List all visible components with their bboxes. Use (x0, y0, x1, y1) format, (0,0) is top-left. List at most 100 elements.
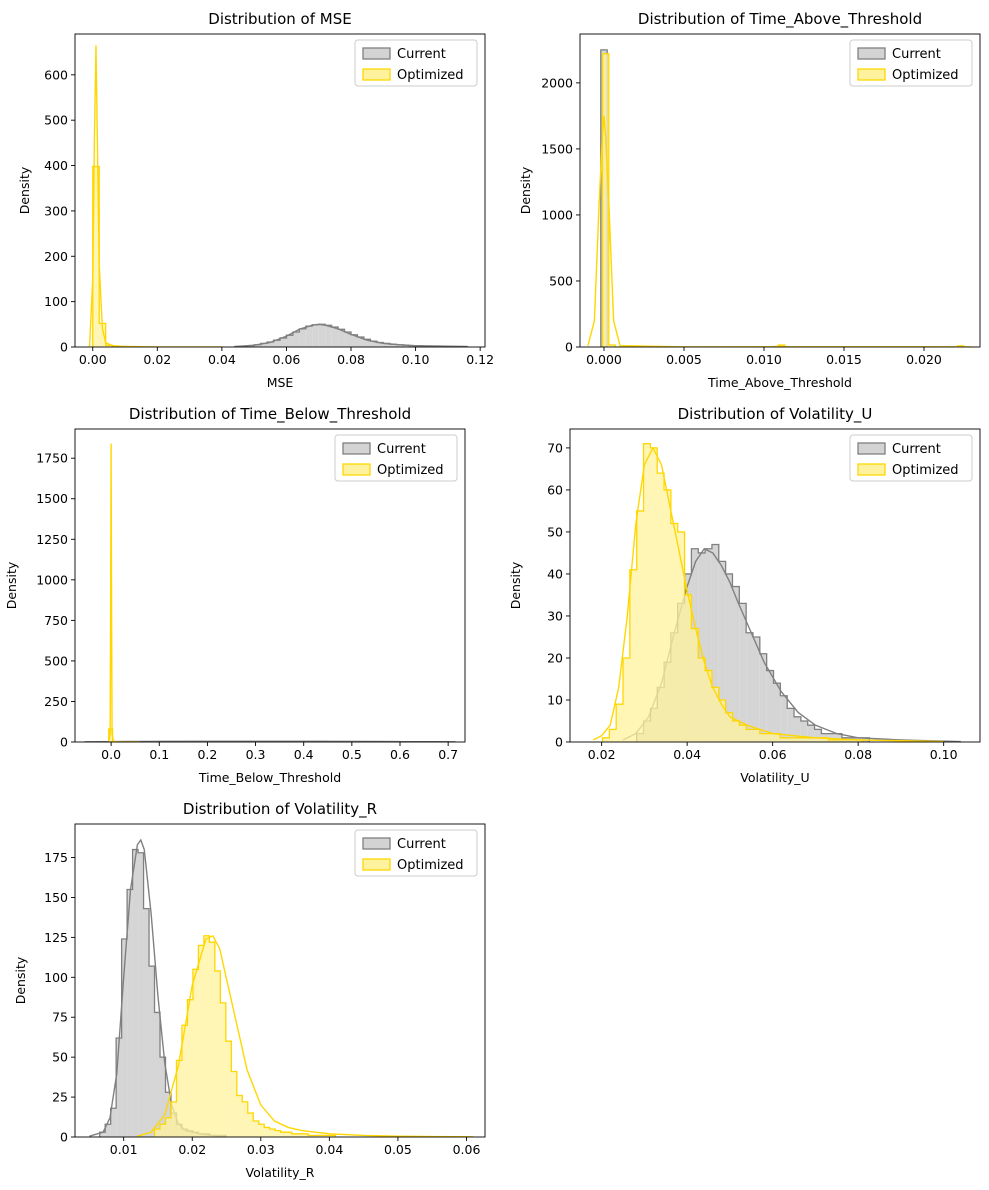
hist-bar (609, 729, 617, 742)
hist-bar (773, 683, 781, 742)
y-tick-label: 0 (565, 340, 573, 355)
series-optimized (108, 443, 140, 742)
chart-title: Distribution of Volatility_R (183, 800, 377, 819)
hist-bar (220, 1002, 226, 1137)
hist-bar (292, 332, 300, 347)
hist-bar (623, 657, 630, 742)
x-axis-label: Volatility_R (246, 1165, 315, 1180)
hist-bar (828, 733, 836, 742)
y-tick-label: 500 (549, 273, 573, 288)
hist-bar (116, 1037, 122, 1137)
hist-bar (351, 334, 358, 347)
hist-bar (848, 739, 856, 742)
hist-bar (732, 586, 740, 742)
hist-bar (264, 1127, 270, 1137)
y-tick-label: 30 (547, 608, 563, 623)
x-tick-label: 0.000 (586, 352, 622, 367)
hist-outline (601, 443, 864, 742)
chart-2: 0.000 0.005 0.010 0.015 0.020 0 500 1000 1500 200… (518, 10, 981, 390)
chart-title: Distribution of Volatility_U (678, 405, 873, 424)
axes-frame (569, 428, 981, 743)
legend-label-optimized: Optimized (397, 858, 464, 873)
hist-bar (677, 531, 685, 742)
series-optimized (137, 934, 474, 1137)
hist-bar (225, 1041, 232, 1137)
hist-bar (794, 737, 801, 742)
hist-bar (664, 489, 671, 742)
legend: Current Optimized (334, 434, 458, 482)
y-axis-label: Density (508, 561, 523, 609)
hist-bar (319, 1135, 325, 1137)
y-axis-label: Density (13, 956, 28, 1004)
hist-bar (338, 329, 345, 347)
y-axis-label: Density (17, 166, 32, 214)
hist-bar (214, 970, 221, 1137)
hist-bar (280, 1132, 287, 1137)
hist-bar (841, 739, 849, 742)
hist-bar (602, 53, 609, 347)
hist-bar (718, 561, 726, 742)
kde-curve (88, 45, 222, 347)
y-tick-label: 1500 (36, 491, 68, 506)
hist-bar (132, 849, 139, 1137)
kde-curve (108, 443, 140, 742)
y-tick-label: 200 (44, 249, 68, 264)
legend-label-current: Current (397, 47, 446, 62)
hist-bar (766, 733, 774, 742)
hist-bar (187, 999, 193, 1137)
hist-bar (739, 725, 747, 742)
hist-bar (308, 1135, 314, 1137)
hist-bar (344, 332, 352, 347)
hist-bar (108, 729, 113, 742)
plot-area (89, 838, 474, 1137)
hist-bar (231, 1071, 237, 1137)
y-tick-label: 1000 (541, 207, 573, 222)
y-tick-label: 0 (60, 340, 68, 355)
hist-bar (247, 345, 255, 347)
x-tick-label: 0.6 (390, 747, 410, 762)
legend-label-optimized: Optimized (892, 68, 959, 83)
x-axis-label: Volatility_U (740, 770, 809, 785)
y-tick-label: 40 (547, 566, 563, 581)
x-tick-label: 0.7 (438, 747, 458, 762)
x-tick-label: 0.0 (101, 747, 121, 762)
series-optimized (592, 443, 944, 742)
hist-bar (105, 1124, 111, 1137)
hist-bar (800, 720, 808, 742)
hist-bar (759, 733, 767, 742)
hist-bar (616, 704, 624, 742)
y-tick-label: 100 (44, 970, 68, 985)
hist-bar (149, 966, 155, 1137)
x-axis-label: Time_Above_Threshold (707, 375, 852, 390)
y-tick-label: 150 (44, 890, 68, 905)
legend-label-optimized: Optimized (397, 68, 464, 83)
hist-bar (254, 344, 261, 347)
hist-bar (291, 1133, 298, 1137)
hist-bar (138, 852, 144, 1137)
x-tick-label: 0.06 (453, 1142, 481, 1157)
hist-bar (121, 938, 128, 1137)
hist-outline (601, 53, 965, 347)
y-tick-label: 10 (547, 692, 563, 707)
hist-bar (752, 729, 760, 742)
hist-bar (725, 712, 733, 742)
hist-outline (153, 935, 337, 1137)
hist-bar (389, 344, 397, 347)
plot-area (88, 45, 468, 347)
x-tick-label: 0.12 (466, 352, 494, 367)
x-axis-label: Time_Below_Threshold (198, 770, 341, 785)
legend: Current Optimized (849, 434, 973, 482)
hist-bar (807, 725, 815, 742)
hist-bar (286, 335, 293, 347)
kde-curve (234, 323, 468, 347)
y-tick-label: 500 (44, 113, 68, 128)
y-tick-label: 175 (44, 850, 68, 865)
hist-bar (312, 324, 319, 347)
hist-bar (331, 327, 339, 347)
hist-bar (181, 1025, 188, 1137)
hist-bar (752, 636, 760, 742)
legend-label-optimized: Optimized (892, 463, 959, 478)
axes-frame (74, 33, 486, 348)
hist-bar (275, 1130, 281, 1137)
hist-bar (376, 342, 384, 347)
